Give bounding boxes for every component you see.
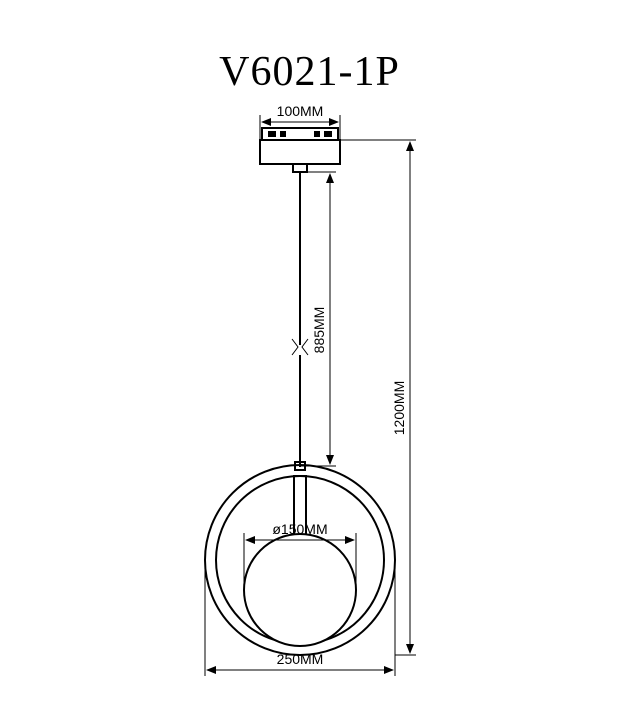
dim-cable-length-label: 885MM bbox=[311, 307, 327, 354]
dim-total-height-label: 1200MM bbox=[391, 381, 407, 435]
pendant-lamp-drawing: 100MM bbox=[0, 0, 619, 720]
globe bbox=[244, 476, 356, 646]
canopy bbox=[260, 128, 340, 172]
dim-canopy-width-label: 100MM bbox=[277, 103, 324, 119]
model-title: V6021-1P bbox=[0, 48, 619, 96]
dim-cable-length: 885MM bbox=[300, 172, 336, 466]
dim-globe-diameter-label: ø150MM bbox=[272, 521, 327, 537]
dim-ring-width-label: 250MM bbox=[277, 651, 324, 667]
cable bbox=[292, 172, 308, 470]
diagram-canvas: V6021-1P 100MM bbox=[0, 0, 619, 720]
